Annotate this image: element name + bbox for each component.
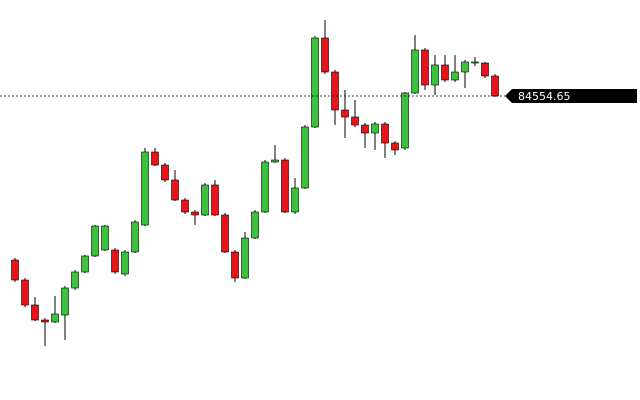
- candle-body: [451, 71, 459, 81]
- candle-body: [311, 37, 319, 128]
- candle-body: [91, 225, 99, 257]
- candle-body: [401, 92, 409, 149]
- candle-body: [391, 142, 399, 151]
- candle-body: [41, 319, 49, 323]
- price-label: 84554.65: [518, 90, 571, 103]
- candle-body: [161, 164, 169, 181]
- candle-body: [331, 71, 339, 111]
- candle-body: [61, 287, 69, 316]
- candle-body: [111, 249, 119, 273]
- candle-body: [231, 251, 239, 279]
- candle-body: [481, 62, 489, 77]
- candle-body: [261, 161, 269, 213]
- candle-body: [371, 123, 379, 134]
- candle-body: [141, 151, 149, 226]
- candle-body: [411, 49, 419, 94]
- candle-body: [191, 211, 199, 216]
- candle-body: [281, 159, 289, 213]
- candle-body: [181, 199, 189, 213]
- candle-body: [461, 61, 469, 73]
- candle-body: [321, 37, 329, 73]
- candle-body: [11, 259, 19, 281]
- price-tag: [505, 89, 637, 104]
- candle-body: [21, 279, 29, 306]
- candle-body: [251, 211, 259, 239]
- candle-body: [121, 251, 129, 275]
- candle-body: [101, 225, 109, 251]
- candle-body: [131, 221, 139, 253]
- candle-body: [171, 179, 179, 201]
- candle-body: [211, 184, 219, 216]
- candle-body: [361, 124, 369, 134]
- candle-body: [491, 75, 499, 97]
- candle-body: [31, 304, 39, 321]
- candle-body: [421, 49, 429, 86]
- candle-body: [151, 151, 159, 166]
- candle-body: [301, 126, 309, 189]
- candle-body: [431, 64, 439, 86]
- candle-body: [291, 187, 299, 213]
- candle-body: [71, 271, 79, 289]
- candle-body: [51, 313, 59, 323]
- candle-body: [381, 123, 389, 144]
- candle-body: [81, 255, 89, 273]
- candle-body: [441, 64, 449, 81]
- candle-body: [471, 61, 479, 64]
- candle-body: [201, 184, 209, 216]
- candle-body: [341, 109, 349, 118]
- candle-body: [221, 214, 229, 253]
- candle-body: [241, 237, 249, 279]
- candle-body: [271, 159, 279, 163]
- candle-body: [351, 116, 359, 126]
